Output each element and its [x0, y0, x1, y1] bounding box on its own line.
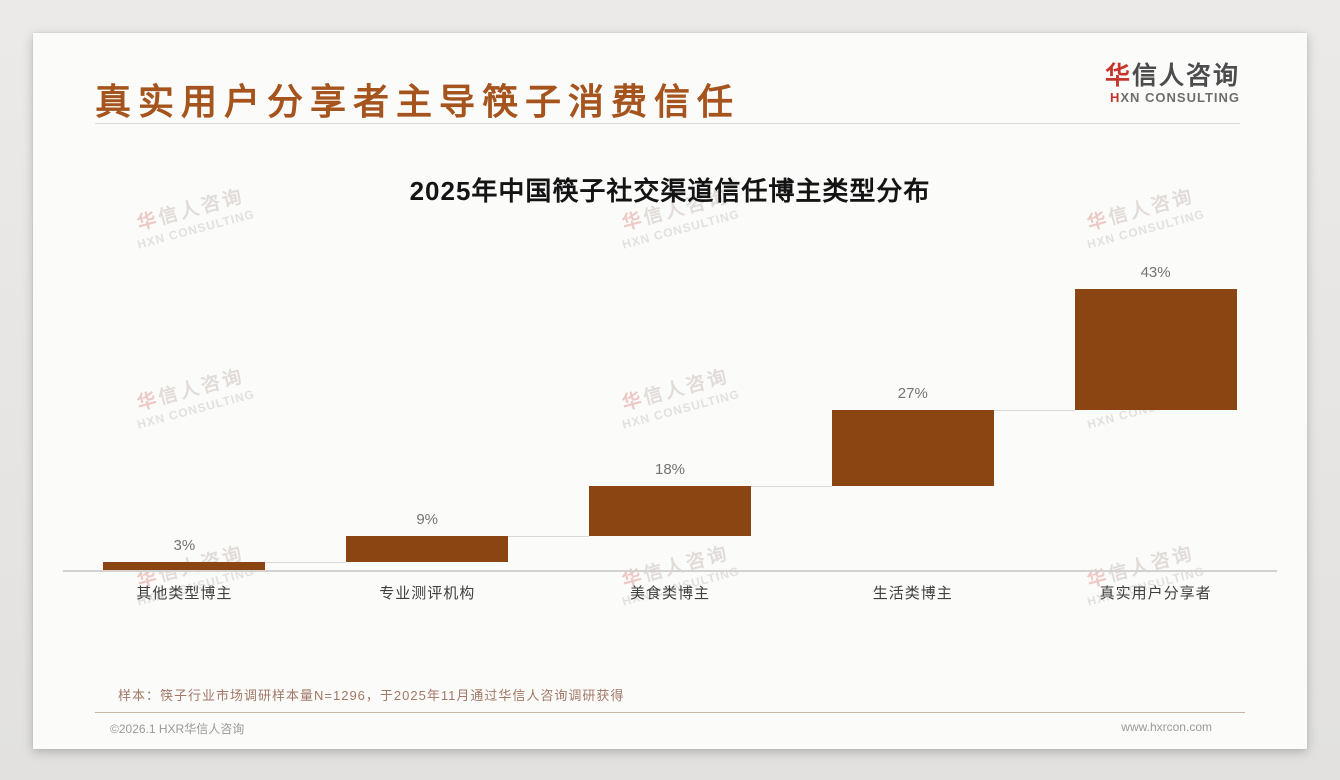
waterfall-chart: 3% 其他类型博主 9% 专业测评机构 18% 美食类博主 27% 生活类博主 43% 真实用户分…	[63, 173, 1277, 613]
step-connector-2	[751, 485, 832, 487]
logo-zh-text: 信人咨询	[1131, 62, 1240, 90]
category-label-3: 生活类博主	[872, 585, 953, 602]
logo-en-text: XN CONSULTING	[1120, 89, 1240, 105]
step-connector-3	[993, 409, 1075, 411]
logo-english: HXN CONSULTING	[1105, 89, 1240, 105]
value-label-2: 18%	[654, 460, 686, 478]
category-label-1: 专业测评机构	[379, 585, 476, 602]
footer-divider	[95, 712, 1245, 713]
sample-note: 样本：筷子行业市场调研样本量N=1296，于2025年11月通过华信人咨询调研获…	[118, 688, 625, 703]
category-label-2: 美食类博主	[629, 585, 710, 602]
title-divider	[95, 123, 1240, 124]
logo-en-accent: H	[1109, 89, 1121, 105]
website-text: www.hxrcon.com	[1121, 720, 1212, 734]
bar-0	[103, 561, 266, 570]
value-label-0: 3%	[173, 536, 196, 554]
bar-1	[346, 536, 509, 562]
bar-4	[1074, 289, 1237, 410]
value-label-1: 9%	[416, 511, 439, 529]
bar-2	[589, 485, 751, 537]
category-label-0: 其他类型博主	[136, 585, 233, 602]
x-axis-line	[63, 570, 1277, 572]
copyright-text: ©2026.1 HXR华信人咨询	[110, 722, 245, 736]
company-logo: 华信人咨询 HXN CONSULTING	[1104, 62, 1240, 105]
logo-zh-accent: 华	[1104, 62, 1132, 90]
chart-title: 2025年中国筷子社交渠道信任博主类型分布	[409, 176, 931, 206]
step-connector-1	[508, 536, 589, 538]
category-label-4: 真实用户分享者	[1099, 585, 1212, 602]
value-label-3: 27%	[897, 384, 928, 402]
slide: 华信人咨询 HXN CONSULTING 华信人咨询 HXN CONSULTING 华信…	[33, 33, 1307, 749]
page-title: 真实用户分享者主导筷子消费信任	[95, 81, 741, 122]
logo-chinese: 华信人咨询	[1104, 62, 1240, 91]
step-connector-0	[265, 561, 347, 563]
bar-3	[831, 409, 994, 486]
value-label-4: 43%	[1140, 264, 1171, 281]
